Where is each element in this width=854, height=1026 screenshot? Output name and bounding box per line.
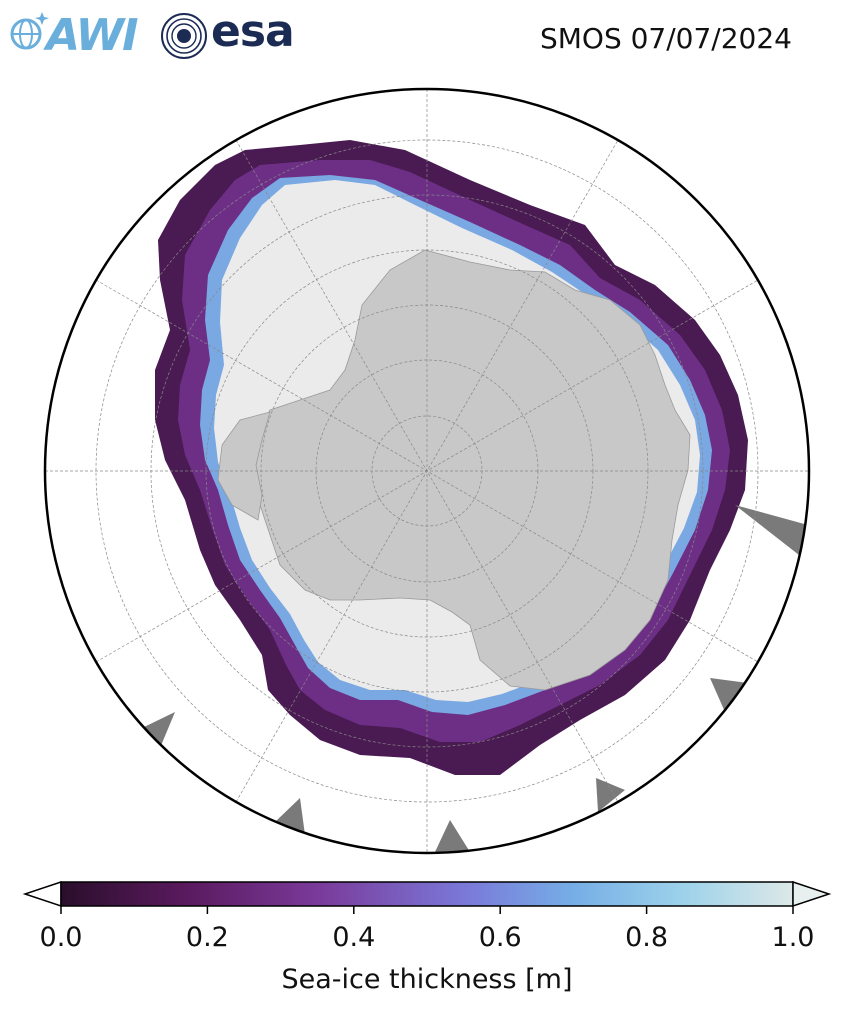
no-data-wedge [142, 712, 175, 748]
map-boundary [43, 87, 811, 855]
no-data-wedge [435, 820, 470, 852]
graticule [45, 89, 809, 853]
colorbar-tick-label: 0.8 [625, 922, 669, 953]
colorbar [22, 880, 832, 914]
colorbar-tick-marks [60, 906, 794, 914]
no-data-wedge [710, 678, 748, 712]
no-data-wedge [275, 798, 305, 835]
colorbar-gradient [60, 881, 794, 907]
no-data-wedge [735, 505, 808, 562]
esa-logo-text: esa [211, 6, 295, 57]
colorbar-tick-label: 1.0 [771, 922, 815, 953]
colorbar-tick-labels: 0.0 0.2 0.4 0.6 0.8 1.0 [0, 922, 854, 962]
colorbar-under-arrow [22, 880, 62, 908]
no-data-wedge [596, 778, 625, 812]
colorbar-tick-label: 0.0 [39, 922, 83, 953]
awi-logo-mark [10, 12, 49, 50]
esa-logo-mark [161, 13, 207, 59]
colorbar-over-arrow [792, 880, 832, 908]
awi-logo-text: AWI [46, 10, 139, 61]
colorbar-label: Sea-ice thickness [m] [281, 964, 573, 995]
colorbar-tick-label: 0.4 [332, 922, 376, 953]
colorbar-tick-label: 0.2 [185, 922, 229, 953]
colorbar-tick-label: 0.6 [478, 922, 522, 953]
antarctica-landmass [251, 249, 691, 691]
map-title: SMOS 07/07/2024 [539, 22, 792, 55]
antarctic-peninsula [217, 411, 271, 521]
